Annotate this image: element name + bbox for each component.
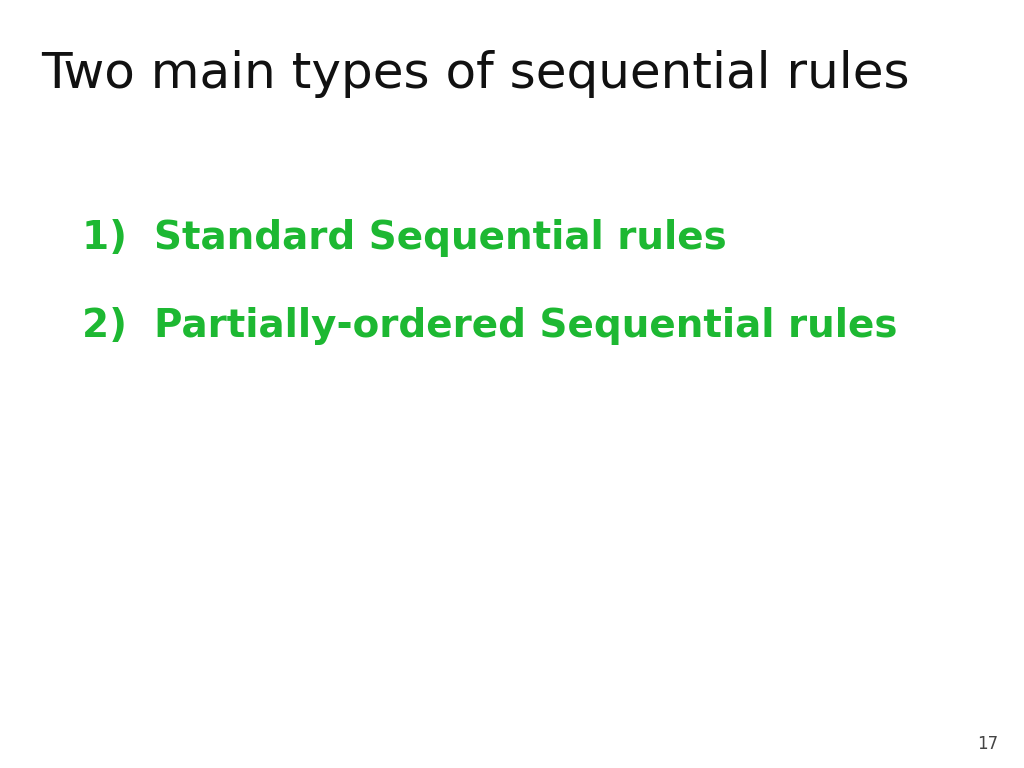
Text: 17: 17 [977, 735, 998, 753]
Text: 1)  Standard Sequential rules: 1) Standard Sequential rules [82, 219, 727, 257]
Text: Two main types of sequential rules: Two main types of sequential rules [41, 50, 909, 98]
Text: 2)  Partially-ordered Sequential rules: 2) Partially-ordered Sequential rules [82, 307, 897, 345]
